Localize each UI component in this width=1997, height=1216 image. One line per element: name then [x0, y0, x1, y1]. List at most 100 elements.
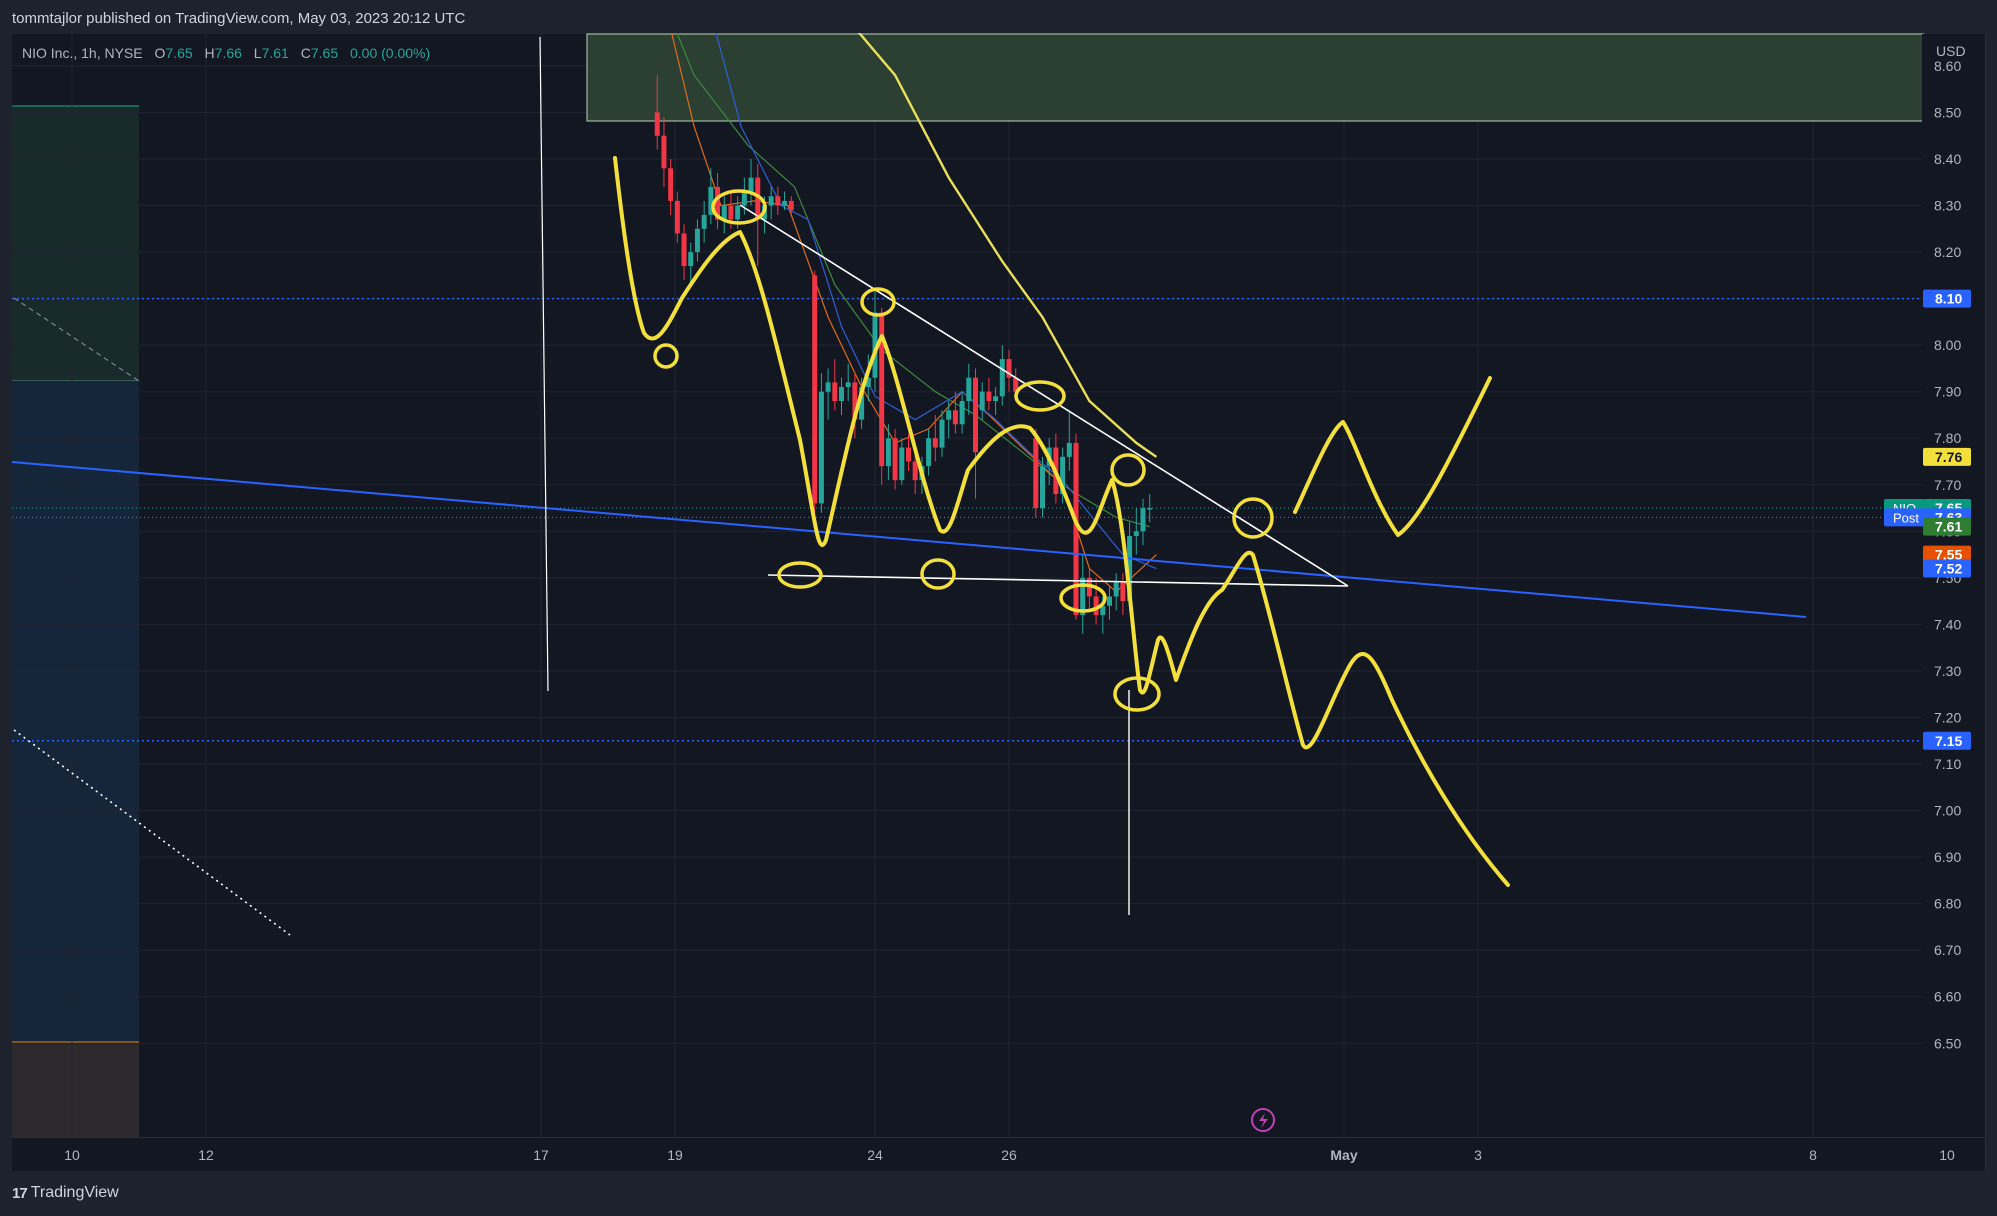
price-label-text: 8.10	[1935, 291, 1962, 307]
time-tick-label: 19	[667, 1147, 683, 1163]
price-tag-text: Post	[1893, 510, 1919, 525]
price-axis[interactable]: USD 8.708.608.508.408.308.208.108.007.90…	[1922, 11, 1986, 1171]
candle-body	[654, 112, 660, 136]
candle-body	[892, 438, 898, 481]
low-value: 7.61	[261, 45, 289, 61]
triangle-upper-line	[739, 204, 1349, 587]
candle-body	[1140, 508, 1146, 532]
price-tick-label: 8.50	[1934, 104, 1961, 120]
price-label-text: 7.55	[1935, 547, 1962, 563]
yellow-path-history	[613, 156, 1255, 695]
candle-body	[845, 382, 851, 388]
lightning-icon-bolt	[1259, 1113, 1268, 1128]
yellow-path-projection-up	[1293, 376, 1492, 537]
candle-body	[932, 438, 938, 448]
candle-body	[872, 312, 878, 378]
candle-body	[748, 177, 754, 192]
candle-body	[708, 186, 714, 215]
candle-body	[1113, 582, 1119, 597]
price-tick-label: 7.90	[1934, 384, 1961, 400]
time-axis[interactable]	[12, 1137, 1986, 1171]
price-tick-label: 8.00	[1934, 337, 1961, 353]
candle-body	[788, 200, 794, 211]
candle-body	[999, 359, 1005, 397]
candle-body	[952, 410, 958, 425]
candle-body	[735, 205, 741, 220]
publish-info: tommtajlor published on TradingView.com,…	[12, 10, 466, 27]
price-tick-label: 6.80	[1934, 896, 1961, 912]
candle-body	[839, 387, 844, 402]
triangle-lower-line	[767, 574, 1349, 587]
tradingview-logo-icon: 17	[12, 1184, 28, 1202]
long-blue-trendline	[11, 461, 1807, 618]
change-value: 0.00 (0.00%)	[350, 45, 431, 61]
price-tick-label: 7.80	[1934, 430, 1961, 446]
time-axis-background	[12, 1137, 1922, 1171]
supply-zone-box	[586, 33, 1925, 122]
candle-body	[1006, 359, 1012, 378]
time-ticks: 101217192426May38101517	[64, 1147, 1955, 1163]
candle-body	[1066, 442, 1072, 457]
chart-background	[12, 34, 1922, 1171]
lightning-icon[interactable]	[1251, 1108, 1275, 1132]
candle-body	[741, 191, 747, 206]
blue-zone-box	[12, 381, 139, 1042]
candle-body	[1133, 531, 1139, 536]
time-tick-label: 10	[1939, 1147, 1955, 1163]
circle-marker	[920, 558, 956, 590]
high-label: H	[204, 45, 215, 61]
price-label-text: 7.52	[1935, 561, 1962, 577]
candle-body	[879, 312, 885, 467]
price-label-text: 7.76	[1935, 449, 1962, 465]
price-label-box	[1923, 559, 1971, 578]
price-tick-label: 6.70	[1934, 942, 1961, 958]
candle-body	[973, 377, 978, 453]
currency-label: USD	[1936, 43, 1966, 59]
candle-body	[1013, 377, 1019, 392]
candle-body	[728, 205, 734, 220]
price-tick-label: 7.20	[1934, 709, 1961, 725]
open-label: O	[154, 45, 166, 61]
candle-body	[1107, 596, 1112, 606]
price-tag-box	[1884, 508, 1924, 527]
circle-marker	[860, 287, 896, 317]
price-tick-label: 7.30	[1934, 663, 1961, 679]
candle-body	[865, 377, 871, 388]
candle-body	[661, 135, 667, 169]
circle-marker	[1113, 676, 1161, 712]
grey-zone-box	[12, 1042, 139, 1137]
lightning-icon-circle	[1251, 1108, 1275, 1132]
candle-body	[1040, 466, 1045, 509]
candle-body	[912, 461, 918, 481]
candle-body	[1127, 535, 1133, 602]
circle-marker	[1110, 453, 1146, 487]
yellow-path-projection-down	[1251, 553, 1510, 887]
left-dashed-line	[13, 297, 140, 382]
price-label-text: 7.61	[1935, 519, 1962, 535]
candle-body	[906, 447, 911, 462]
candle-body	[993, 396, 999, 402]
left-zone-boxes	[12, 105, 139, 1137]
candle-body	[825, 382, 831, 392]
vertical-line-left	[539, 36, 549, 692]
tradingview-logo[interactable]: 17 TradingView	[12, 1184, 119, 1202]
candle-body	[926, 438, 932, 467]
circle-marker	[1232, 497, 1274, 539]
price-tick-label: 8.60	[1934, 58, 1961, 74]
close-label: C	[300, 45, 311, 61]
drawings	[11, 36, 1807, 936]
symbol-legend[interactable]: NIO Inc., 1h, NYSE O7.65 H7.66 L7.61 C7.…	[22, 45, 430, 61]
price-tick-label: 6.50	[1934, 1035, 1961, 1051]
candle-body	[1093, 596, 1099, 616]
price-tick-label: 7.10	[1934, 756, 1961, 772]
candle-body	[1080, 577, 1086, 616]
candle-body	[694, 228, 700, 253]
candle-body	[859, 387, 865, 420]
candle-body	[939, 419, 945, 448]
publish-header: tommtajlor published on TradingView.com,…	[0, 0, 1997, 33]
price-tick-label: 7.40	[1934, 616, 1961, 632]
price-tick-label: 8.30	[1934, 198, 1961, 214]
supply-zone	[586, 33, 1925, 122]
candle-body	[959, 401, 965, 425]
